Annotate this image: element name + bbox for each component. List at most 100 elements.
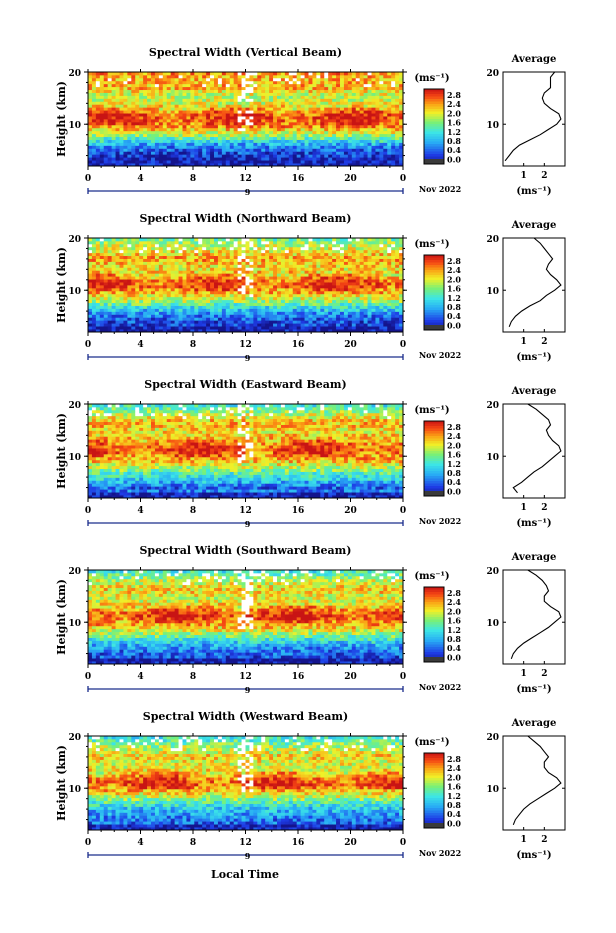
heatmap-cell bbox=[88, 145, 92, 148]
heatmap-cell bbox=[143, 250, 147, 253]
heatmap-cell bbox=[234, 285, 238, 288]
heatmap-cell bbox=[328, 247, 332, 250]
heatmap-cell bbox=[246, 113, 250, 116]
heatmap-cell bbox=[135, 241, 139, 244]
heatmap-cell bbox=[100, 279, 104, 282]
heatmap-cell bbox=[88, 279, 92, 282]
heatmap-cell bbox=[159, 128, 163, 131]
heatmap-cell bbox=[379, 145, 383, 148]
heatmap-cell bbox=[249, 96, 253, 99]
heatmap-cell bbox=[163, 279, 167, 282]
heatmap-cell bbox=[135, 160, 139, 163]
heatmap-cell bbox=[253, 262, 257, 265]
heatmap-cell bbox=[344, 306, 348, 309]
heatmap-cell bbox=[96, 154, 100, 157]
heatmap-cell bbox=[123, 110, 127, 113]
heatmap-cell bbox=[257, 160, 261, 163]
heatmap-cell bbox=[348, 282, 352, 285]
heatmap-cell bbox=[214, 303, 218, 306]
heatmap-cell bbox=[344, 262, 348, 265]
heatmap-cell bbox=[175, 110, 179, 113]
heatmap-cell bbox=[246, 107, 250, 110]
heatmap-cell bbox=[226, 326, 230, 329]
heatmap-cell bbox=[242, 244, 246, 247]
heatmap-cell bbox=[309, 72, 313, 75]
heatmap-cell bbox=[246, 148, 250, 151]
heatmap-cell bbox=[112, 264, 116, 267]
heatmap-cell bbox=[202, 98, 206, 101]
heatmap-cell bbox=[305, 72, 309, 75]
heatmap-cell bbox=[139, 326, 143, 329]
heatmap-cell bbox=[202, 279, 206, 282]
heatmap-cell bbox=[383, 145, 387, 148]
heatmap-cell bbox=[194, 87, 198, 90]
heatmap-cell bbox=[151, 81, 155, 84]
heatmap-cell bbox=[155, 75, 159, 78]
heatmap-cell bbox=[305, 75, 309, 78]
heatmap-cell bbox=[183, 87, 187, 90]
heatmap-cell bbox=[269, 137, 273, 140]
heatmap-cell bbox=[265, 140, 269, 143]
heatmap-cell bbox=[108, 143, 112, 146]
heatmap-cell bbox=[92, 93, 96, 96]
heatmap-cell bbox=[273, 93, 277, 96]
heatmap-cell bbox=[147, 116, 151, 119]
heatmap-cell bbox=[179, 303, 183, 306]
heatmap-cell bbox=[88, 314, 92, 317]
heatmap-cell bbox=[190, 282, 194, 285]
heatmap-cell bbox=[316, 314, 320, 317]
heatmap-cell bbox=[356, 250, 360, 253]
heatmap-cell bbox=[167, 81, 171, 84]
heatmap-cell bbox=[112, 247, 116, 250]
heatmap-cell bbox=[285, 314, 289, 317]
heatmap-cell bbox=[368, 160, 372, 163]
heatmap-cell bbox=[356, 107, 360, 110]
heatmap-cell bbox=[332, 72, 336, 75]
heatmap-cell bbox=[309, 306, 313, 309]
heatmap-cell bbox=[234, 303, 238, 306]
heatmap-cell bbox=[194, 96, 198, 99]
heatmap-cell bbox=[289, 87, 293, 90]
heatmap-cell bbox=[297, 297, 301, 300]
heatmap-cell bbox=[147, 320, 151, 323]
heatmap-cell bbox=[305, 247, 309, 250]
heatmap-cell bbox=[309, 96, 313, 99]
heatmap-cell bbox=[206, 317, 210, 320]
heatmap-cell bbox=[100, 148, 104, 151]
heatmap-cell bbox=[147, 93, 151, 96]
heatmap-cell bbox=[210, 137, 214, 140]
heatmap-cell bbox=[253, 93, 257, 96]
heatmap-cell bbox=[139, 241, 143, 244]
heatmap-cell bbox=[265, 101, 269, 104]
heatmap-cell bbox=[116, 122, 120, 125]
heatmap-cell bbox=[234, 300, 238, 303]
heatmap-cell bbox=[190, 247, 194, 250]
heatmap-cell bbox=[324, 143, 328, 146]
heatmap-cell bbox=[320, 154, 324, 157]
heatmap-cell bbox=[261, 101, 265, 104]
heatmap-cell bbox=[100, 131, 104, 134]
heatmap-cell bbox=[147, 125, 151, 128]
heatmap-cell bbox=[301, 270, 305, 273]
heatmap-cell bbox=[301, 279, 305, 282]
heatmap-cell bbox=[163, 291, 167, 294]
heatmap-cell bbox=[356, 294, 360, 297]
heatmap-cell bbox=[238, 143, 242, 146]
heatmap-cell bbox=[395, 107, 399, 110]
heatmap-cell bbox=[253, 320, 257, 323]
heatmap-cell bbox=[123, 93, 127, 96]
heatmap-cell bbox=[151, 93, 155, 96]
heatmap-cell bbox=[340, 270, 344, 273]
heatmap-cell bbox=[100, 151, 104, 154]
heatmap-cell bbox=[257, 90, 261, 93]
heatmap-cell bbox=[92, 125, 96, 128]
heatmap-cell bbox=[104, 107, 108, 110]
heatmap-cell bbox=[305, 128, 309, 131]
heatmap-cell bbox=[242, 323, 246, 326]
heatmap-cell bbox=[368, 244, 372, 247]
heatmap-cell bbox=[104, 101, 108, 104]
heatmap-cell bbox=[297, 107, 301, 110]
heatmap-cell bbox=[171, 96, 175, 99]
heatmap-cell bbox=[147, 78, 151, 81]
heatmap-cell bbox=[88, 306, 92, 309]
